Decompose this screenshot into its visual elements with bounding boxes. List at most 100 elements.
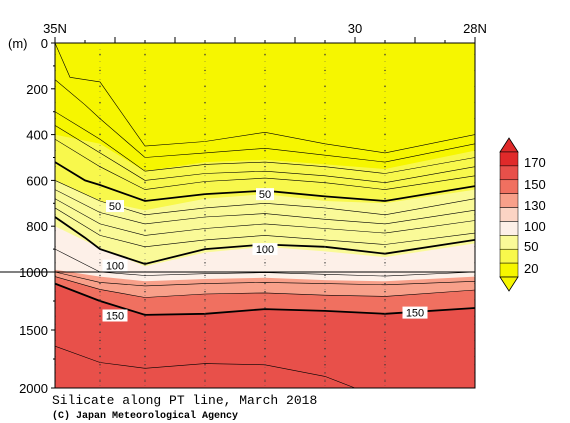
major-contour <box>55 161 475 202</box>
colorbar-max-arrow <box>499 137 519 153</box>
sample-point <box>204 53 206 56</box>
sample-point <box>264 315 266 317</box>
sample-point <box>99 315 101 317</box>
sample-point <box>384 69 386 72</box>
contour-label-bg <box>102 259 128 272</box>
sample-point <box>384 165 386 168</box>
sample-point <box>144 246 146 248</box>
sample-point <box>384 230 386 232</box>
contour-label-bg <box>106 200 124 213</box>
sample-point <box>204 339 206 342</box>
sample-point <box>99 85 101 88</box>
sample-point <box>264 291 266 293</box>
sample-point <box>324 181 326 184</box>
sample-point <box>264 380 266 382</box>
sample-point <box>99 262 101 264</box>
sample-point <box>144 117 146 120</box>
sample-point <box>204 299 206 301</box>
y-tick-label: 0 <box>41 36 48 51</box>
colorbar-label: 130 <box>524 198 546 213</box>
x-tick-label: 30 <box>348 21 362 36</box>
sample-point <box>99 165 101 168</box>
minor-contour <box>55 276 475 298</box>
sample-point <box>264 364 266 366</box>
minor-contour <box>55 125 475 184</box>
chart-title: Silicate along PT line, March 2018 <box>52 393 317 408</box>
sample-point <box>324 299 326 301</box>
minor-contour <box>55 198 475 236</box>
sample-point <box>384 355 386 358</box>
sample-point <box>204 323 206 325</box>
x-tick-label: 28N <box>463 21 487 36</box>
sample-point <box>264 323 266 325</box>
sample-point <box>264 274 266 277</box>
sample-point <box>324 380 326 382</box>
sample-point <box>384 214 386 216</box>
sample-point <box>264 85 266 88</box>
minor-contour <box>55 43 475 154</box>
colorbar-swatch <box>499 262 519 278</box>
colorbar-label: 170 <box>524 155 546 170</box>
sample-point <box>264 372 266 374</box>
sample-point <box>204 380 206 382</box>
sample-point <box>99 372 101 374</box>
sample-point <box>324 274 326 277</box>
sample-point <box>384 315 386 317</box>
y-tick-label: 400 <box>26 128 48 143</box>
sample-point <box>324 331 326 334</box>
sample-point <box>99 149 101 152</box>
chart-credit: (C) Japan Meteorological Agency <box>52 410 238 422</box>
sample-point <box>204 262 206 264</box>
sample-point <box>144 299 146 301</box>
sample-point <box>204 181 206 184</box>
contour-label-bg <box>102 309 128 322</box>
sample-point <box>99 347 101 350</box>
contour-labels: 50 50 100 100 150 150 <box>102 188 428 323</box>
sample-point <box>264 339 266 342</box>
sample-point <box>324 347 326 350</box>
sample-point <box>384 181 386 184</box>
sample-point <box>204 69 206 72</box>
sample-point <box>204 85 206 88</box>
contour-label: 50 <box>109 201 121 213</box>
major-contour <box>55 282 475 316</box>
sample-point <box>99 364 101 366</box>
sample-point <box>384 262 386 264</box>
minor-contour <box>55 345 356 388</box>
sample-point <box>264 101 266 104</box>
sample-point <box>324 117 326 120</box>
sample-point <box>204 364 206 366</box>
sample-point <box>324 291 326 293</box>
sample-point <box>204 347 206 350</box>
sample-point <box>99 181 101 184</box>
sample-point <box>144 230 146 232</box>
sample-point <box>384 380 386 382</box>
colorbar-swatch <box>499 151 519 167</box>
colorbar-label: 150 <box>524 177 546 192</box>
sample-point <box>144 133 146 136</box>
sample-point <box>324 355 326 358</box>
sample-point <box>264 133 266 136</box>
sample-point <box>384 291 386 293</box>
sample-point <box>99 230 101 232</box>
sample-point <box>204 101 206 104</box>
sample-point <box>204 274 206 277</box>
x-tick-label: 35N <box>43 21 67 36</box>
sample-point <box>99 214 101 216</box>
sample-point <box>99 274 101 277</box>
sample-point <box>144 181 146 184</box>
sample-point <box>99 331 101 334</box>
minor-contour <box>55 138 475 190</box>
sample-point <box>264 69 266 72</box>
axes: 35N 30 28N 200 400 600 800 1000 1500 2000 0 (m) <box>8 21 487 396</box>
sample-point <box>144 214 146 216</box>
sample-point <box>99 53 101 56</box>
sample-point <box>144 165 146 168</box>
sample-point <box>144 291 146 293</box>
sample-point <box>324 101 326 104</box>
y-tick-label: 200 <box>26 82 48 97</box>
sample-point <box>99 339 101 342</box>
sample-point <box>99 133 101 136</box>
colorbar-label: 20 <box>524 261 538 276</box>
sample-point <box>324 323 326 325</box>
